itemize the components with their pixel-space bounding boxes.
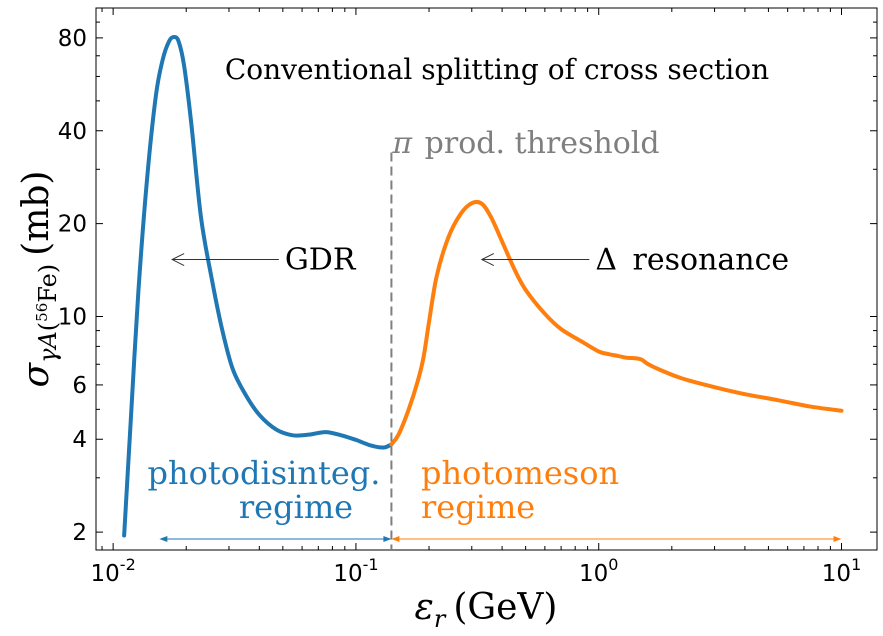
x-axis-label-unit: (GeV) (453, 587, 557, 628)
threshold-label-text: prod. threshold (425, 126, 660, 161)
plot-frame (95, 7, 878, 551)
y-tick-label: 2 (72, 520, 87, 546)
chart-title: Conventional splitting of cross section (225, 53, 769, 86)
y-tick-label: 6 (72, 373, 87, 399)
regime-arrows (159, 535, 842, 542)
x-tick-label-exp: -2 (120, 555, 136, 574)
y-tick-label: 80 (58, 26, 87, 52)
y-axis-label-symbol: σ (16, 361, 57, 387)
delta-label-text: resonance (633, 243, 790, 278)
x-tick-label-base: 10 (579, 561, 608, 587)
x-tick-label-exp: 1 (851, 555, 861, 574)
photodis-range-arrow-head-left (159, 535, 168, 542)
x-tick-label-exp: 0 (608, 555, 618, 574)
delta-label: Δ resonance (595, 243, 789, 278)
x-tick-label-exp: -1 (363, 555, 379, 574)
series-photomeson-line (389, 199, 844, 447)
photomeson-label-line1: photomeson (421, 454, 619, 492)
y-axis-label: σγA(56Fe) (mb) (16, 171, 62, 388)
photodis-range-arrow (159, 535, 392, 542)
x-tick-label-base: 10 (91, 561, 120, 587)
y-axis-label-sub: γA (34, 331, 62, 363)
photomeson-range-arrow-head-right (833, 535, 842, 542)
threshold-label-symbol: π (391, 126, 413, 161)
x-tick-label-base: 10 (822, 561, 851, 587)
x-axis-label-sub: r (434, 605, 447, 633)
y-axis-label-isotope-mass: 56 (33, 303, 51, 322)
threshold-label: π prod. threshold (391, 126, 659, 161)
tick-marks (96, 7, 877, 550)
y-axis-label-paren-open: ( (34, 322, 62, 331)
delta-arrow-head (480, 253, 495, 266)
photomeson-label-line2: regime (421, 488, 535, 526)
y-tick-label: 4 (72, 427, 87, 453)
photomeson-range-arrow (391, 535, 842, 542)
x-axis-label: εr (GeV) (415, 587, 558, 633)
gdr-arrow-head (171, 253, 185, 266)
photomeson-range-arrow-head-left (391, 535, 400, 542)
photodis-label-line2: regime (239, 488, 353, 526)
y-axis-label-isotope-element: Fe (34, 273, 62, 303)
y-axis-label-unit: (mb) (16, 171, 57, 256)
series-group (122, 35, 844, 538)
x-tick-label: 10-2 (91, 555, 136, 587)
gdr-label: GDR (285, 243, 357, 278)
y-tick-label: 10 (58, 304, 87, 330)
series-photodisintegration-line (122, 35, 394, 538)
y-tick-label: 20 (58, 212, 87, 238)
y-axis-label-paren-close: ) (34, 264, 62, 273)
x-tick-label-base: 10 (333, 561, 362, 587)
x-tick-label: 100 (579, 555, 618, 587)
x-tick-label: 10-1 (333, 555, 378, 587)
photodis-label-line1: photodisinteg. (148, 454, 381, 492)
x-tick-label: 101 (822, 555, 861, 587)
y-tick-label: 40 (58, 119, 87, 145)
photodis-range-arrow-head-right (383, 535, 392, 542)
delta-label-symbol: Δ (595, 243, 617, 278)
x-axis-label-symbol: ε (415, 587, 434, 628)
